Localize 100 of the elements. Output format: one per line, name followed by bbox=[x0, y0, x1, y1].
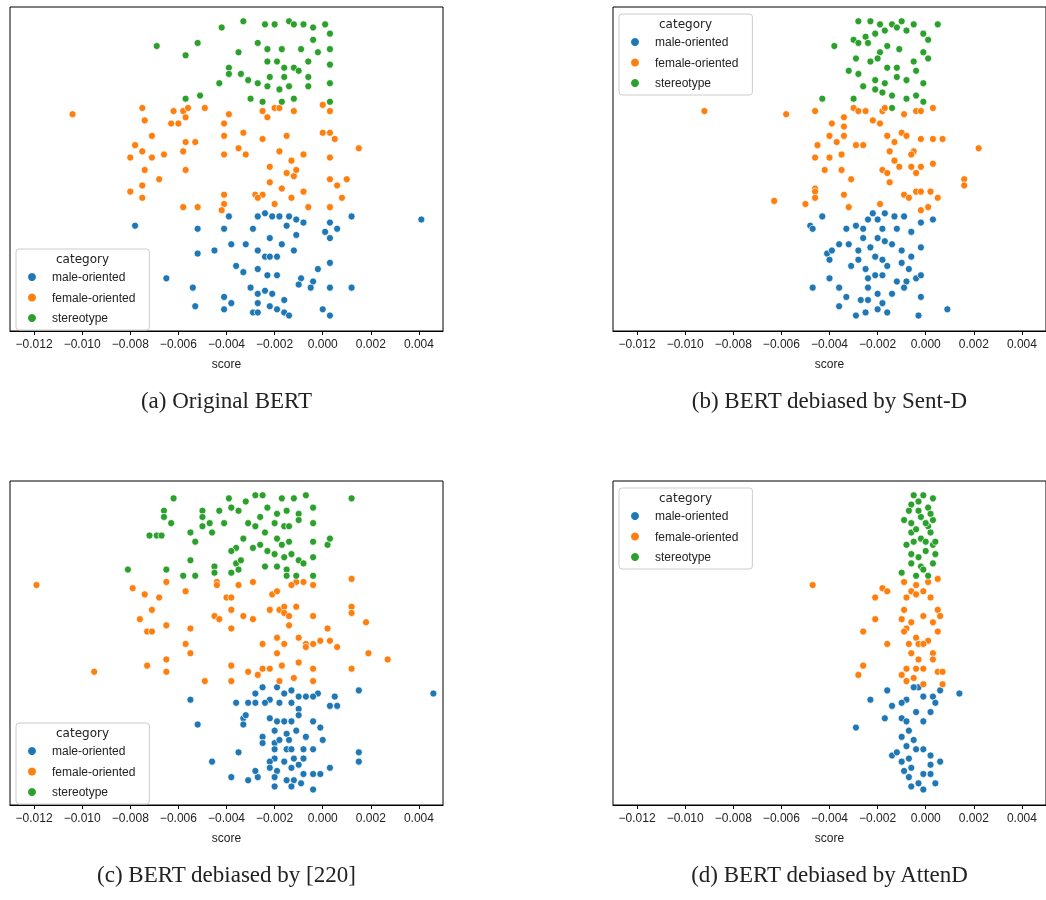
point bbox=[880, 26, 889, 35]
legend-label: female-oriented bbox=[655, 529, 739, 544]
point bbox=[929, 655, 937, 664]
point bbox=[897, 733, 906, 741]
point bbox=[265, 73, 274, 81]
legend-label: male-oriented bbox=[52, 744, 126, 758]
point bbox=[919, 612, 928, 620]
x-tick-label: −0.002 bbox=[859, 811, 897, 825]
x-axis-title: score bbox=[211, 831, 242, 845]
point bbox=[326, 79, 334, 88]
point bbox=[905, 726, 913, 735]
point bbox=[912, 664, 920, 673]
legend-label: female-oriented bbox=[52, 764, 136, 779]
point bbox=[876, 20, 884, 29]
point bbox=[883, 686, 892, 695]
x-tick-label: −0.006 bbox=[159, 337, 198, 351]
point bbox=[929, 692, 937, 701]
point bbox=[909, 20, 918, 29]
point bbox=[907, 618, 916, 627]
point bbox=[880, 714, 889, 723]
point bbox=[888, 104, 896, 112]
legend-label: female-oriented bbox=[52, 290, 136, 305]
point bbox=[914, 553, 923, 562]
point bbox=[854, 671, 863, 679]
text: (c) BERT debiased by [220] bbox=[96, 862, 357, 888]
point bbox=[902, 593, 911, 602]
text: (b) BERT debiased by Sent-D bbox=[690, 388, 969, 414]
point bbox=[914, 506, 923, 515]
point bbox=[253, 79, 262, 88]
point bbox=[905, 754, 913, 763]
point bbox=[866, 695, 875, 704]
point bbox=[304, 73, 313, 81]
point bbox=[883, 640, 892, 648]
point bbox=[938, 680, 947, 689]
x-tick-label: −0.006 bbox=[762, 337, 801, 351]
point bbox=[304, 57, 313, 66]
point bbox=[854, 70, 863, 78]
point bbox=[914, 779, 923, 788]
point bbox=[309, 23, 317, 32]
point bbox=[217, 23, 226, 32]
point bbox=[912, 708, 920, 716]
point bbox=[215, 79, 224, 88]
point bbox=[297, 45, 305, 53]
point bbox=[929, 494, 937, 503]
x-tick-label: −0.008 bbox=[111, 811, 150, 825]
point bbox=[933, 20, 942, 29]
x-tick-label: 0.000 bbox=[307, 811, 339, 825]
point bbox=[936, 757, 945, 766]
point bbox=[929, 516, 937, 524]
x-axis-title: score bbox=[814, 357, 845, 371]
point bbox=[919, 640, 928, 648]
point bbox=[919, 717, 928, 726]
legend-title: category bbox=[56, 252, 110, 266]
point bbox=[263, 45, 272, 53]
point bbox=[326, 60, 334, 69]
text: (d) BERT debiased by AttenD bbox=[690, 862, 969, 888]
point bbox=[907, 500, 916, 509]
x-tick-label: −0.012 bbox=[618, 811, 656, 825]
point bbox=[861, 32, 870, 41]
point bbox=[290, 94, 298, 103]
x-tick-label: 0.000 bbox=[910, 811, 942, 825]
point bbox=[902, 540, 911, 549]
point bbox=[919, 785, 928, 794]
point bbox=[926, 593, 935, 602]
point bbox=[280, 63, 289, 72]
point bbox=[912, 590, 920, 599]
point bbox=[914, 497, 923, 506]
point bbox=[893, 63, 901, 72]
point bbox=[294, 66, 303, 75]
point bbox=[900, 606, 908, 614]
point bbox=[239, 17, 248, 26]
point bbox=[883, 587, 892, 596]
point bbox=[225, 70, 233, 78]
x-tick-label: −0.012 bbox=[15, 811, 53, 825]
point bbox=[181, 94, 190, 103]
point bbox=[897, 698, 906, 707]
x-tick-label: −0.002 bbox=[256, 337, 294, 351]
point bbox=[854, 17, 863, 26]
point bbox=[912, 66, 920, 75]
point bbox=[919, 48, 928, 57]
point bbox=[273, 57, 281, 66]
point bbox=[900, 767, 908, 775]
point bbox=[938, 667, 947, 676]
x-axis-title: score bbox=[814, 831, 845, 845]
point bbox=[878, 88, 887, 97]
point bbox=[326, 97, 334, 106]
point bbox=[193, 39, 202, 47]
point bbox=[326, 29, 334, 38]
point bbox=[919, 491, 928, 500]
point bbox=[905, 773, 913, 781]
point bbox=[866, 17, 875, 26]
point bbox=[912, 525, 920, 534]
legend-label: stereotype bbox=[52, 785, 109, 799]
x-tick-label: 0.002 bbox=[958, 337, 990, 351]
text: (a) Original BERT bbox=[139, 388, 314, 414]
x-tick-label: 0.002 bbox=[958, 811, 990, 825]
x-tick-label: −0.008 bbox=[111, 337, 150, 351]
x-tick-label: −0.002 bbox=[256, 811, 294, 825]
point bbox=[299, 20, 308, 29]
point bbox=[808, 581, 817, 589]
